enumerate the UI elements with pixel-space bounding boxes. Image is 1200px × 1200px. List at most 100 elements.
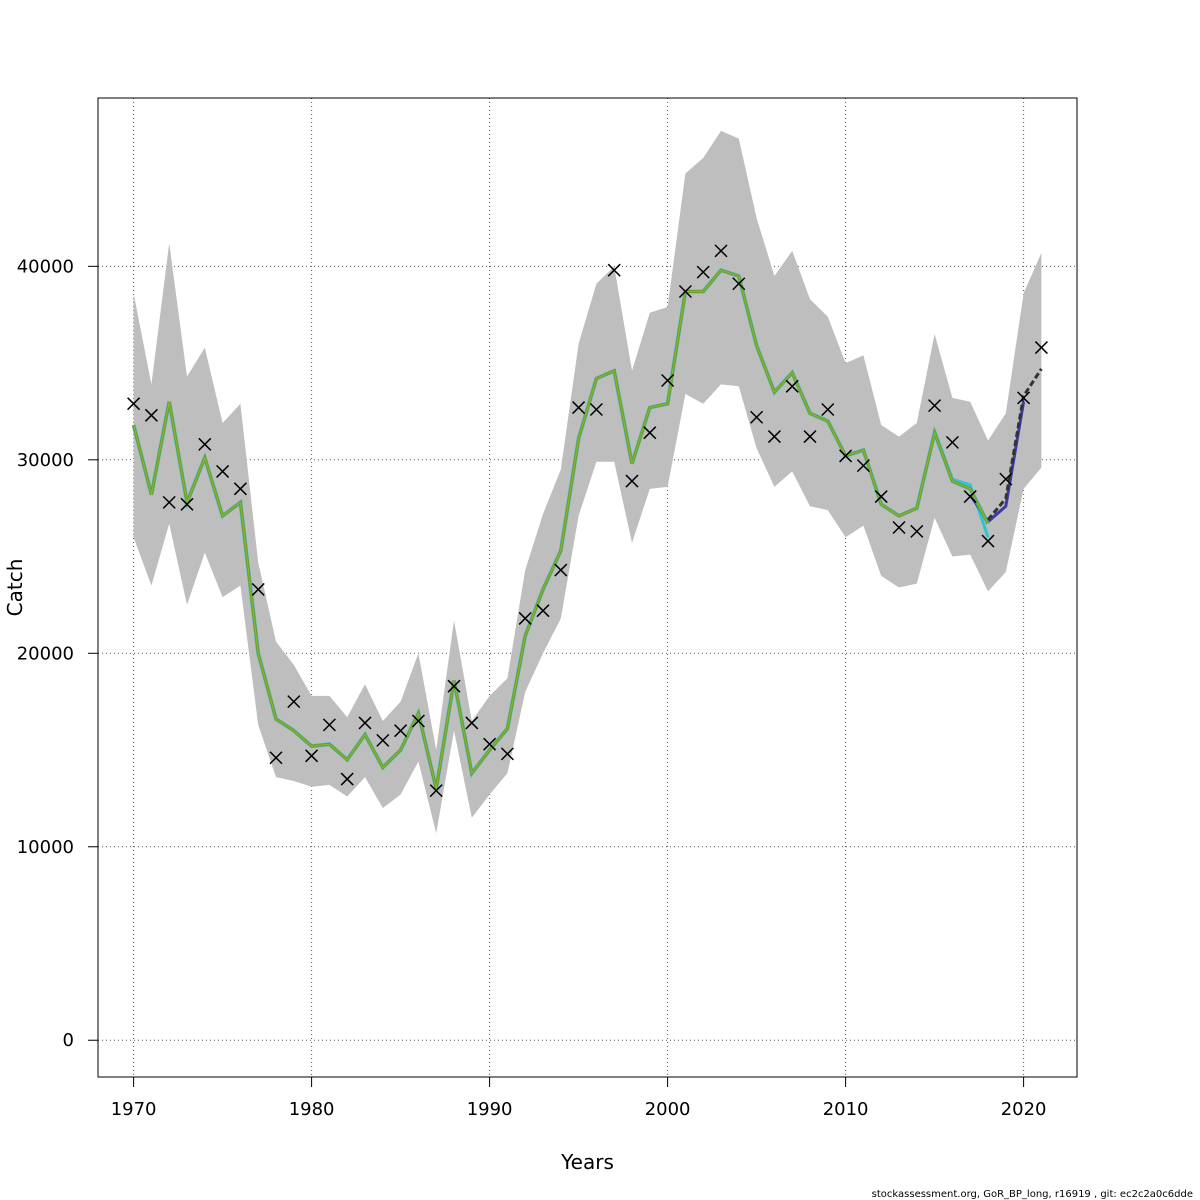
- observed-point-stroke: [322, 718, 336, 732]
- observed-point-stroke: [358, 716, 372, 730]
- observed-point-stroke: [910, 524, 924, 538]
- observed-point: [358, 716, 372, 730]
- observed-point-stroke: [1017, 391, 1031, 405]
- observed-point: [678, 284, 692, 299]
- observed-point: [322, 718, 336, 732]
- observed-point: [233, 482, 247, 496]
- observed-point-stroke: [500, 747, 514, 761]
- observed-point-stroke: [216, 464, 230, 478]
- y-tick-label: 20000: [17, 643, 74, 664]
- x-axis-title: Years: [560, 1150, 614, 1174]
- observed-point-stroke: [162, 495, 176, 509]
- observed-point-stroke: [376, 733, 390, 747]
- observed-point: [910, 524, 924, 538]
- observed-point: [465, 716, 479, 730]
- observed-point-stroke: [340, 772, 354, 786]
- observed-point-stroke: [251, 582, 265, 596]
- observed-point: [180, 497, 194, 511]
- observed-point: [767, 430, 781, 444]
- plot-frame: [97, 97, 1078, 1078]
- observed-point: [447, 679, 461, 693]
- observed-point-stroke: [429, 784, 443, 798]
- observed-point-stroke: [127, 397, 141, 411]
- observed-point-stroke: [696, 265, 710, 279]
- observed-point-stroke: [269, 751, 283, 765]
- observed-point: [127, 397, 141, 411]
- observed-point-stroke: [678, 284, 692, 299]
- observed-point-stroke: [305, 749, 319, 763]
- observed-point: [394, 724, 408, 738]
- observed-point: [216, 464, 230, 478]
- observed-point: [785, 379, 799, 393]
- confidence-band: [133, 130, 1042, 834]
- x-tick-label: 1980: [289, 1099, 335, 1120]
- observed-point: [856, 459, 870, 473]
- observed-point-stroke: [999, 472, 1013, 486]
- observed-point: [874, 490, 888, 504]
- footer-credit: stockassessment.org, GoR_BP_long, r16919…: [872, 1189, 1193, 1200]
- observed-point-stroke: [821, 402, 835, 417]
- observed-point: [981, 534, 995, 548]
- observed-point: [750, 410, 764, 424]
- observed-point: [536, 604, 550, 618]
- observed-point-stroke: [607, 263, 621, 277]
- observed-point: [305, 749, 319, 763]
- y-tick-label: 30000: [17, 450, 74, 471]
- observed-point: [144, 408, 158, 422]
- forecast-line: [986, 368, 1043, 521]
- observed-point-stroke: [198, 437, 212, 451]
- observed-point: [554, 563, 568, 577]
- observed-point: [198, 437, 212, 451]
- y-tick-label: 40000: [17, 256, 74, 277]
- observed-point-stroke: [856, 459, 870, 473]
- observed-point-stroke: [839, 449, 853, 463]
- observed-point: [643, 426, 657, 440]
- observed-point-stroke: [536, 604, 550, 618]
- observed-point: [589, 402, 603, 417]
- observed-point: [572, 401, 586, 415]
- x-tick-label: 2020: [1001, 1099, 1047, 1120]
- observed-point: [340, 772, 354, 786]
- observed-point-stroke: [874, 490, 888, 504]
- observed-points: [127, 244, 1048, 798]
- x-tick-label: 1970: [111, 1099, 157, 1120]
- observed-point: [963, 490, 977, 504]
- x-tick-label: 2000: [645, 1099, 691, 1120]
- x-tick-label: 1990: [467, 1099, 513, 1120]
- observed-point-stroke: [518, 611, 532, 625]
- observed-point: [945, 435, 959, 449]
- observed-point: [269, 751, 283, 765]
- observed-point-stroke: [287, 695, 301, 709]
- observed-point-stroke: [465, 716, 479, 730]
- observed-point: [607, 263, 621, 277]
- y-tick-label: 0: [63, 1030, 74, 1051]
- observed-point-stroke: [589, 402, 603, 417]
- observed-point: [1017, 391, 1031, 405]
- axes: 1970 1980 1990 2000 2010 2020 0 10000 20000 30000…: [17, 256, 1047, 1120]
- y-tick-label: 10000: [17, 837, 74, 858]
- observed-point-stroke: [447, 679, 461, 693]
- observed-point-stroke: [714, 244, 728, 258]
- observed-point-stroke: [945, 435, 959, 449]
- observed-point: [287, 695, 301, 709]
- observed-point: [518, 611, 532, 625]
- observed-point: [483, 737, 497, 751]
- observed-point-stroke: [732, 277, 746, 291]
- observed-point-stroke: [750, 410, 764, 424]
- observed-point: [696, 265, 710, 279]
- observed-point: [999, 472, 1013, 486]
- observed-point: [732, 277, 746, 291]
- y-axis-title: Catch: [3, 559, 27, 617]
- observed-point-stroke: [180, 497, 194, 511]
- observed-point: [839, 449, 853, 463]
- observed-point-stroke: [785, 379, 799, 393]
- observed-point-stroke: [233, 482, 247, 496]
- observed-point-stroke: [928, 399, 942, 413]
- observed-point-stroke: [981, 534, 995, 548]
- observed-point-stroke: [963, 490, 977, 504]
- observed-point-stroke: [892, 520, 906, 535]
- observed-point-stroke: [625, 474, 639, 488]
- x-tick-label: 2010: [823, 1099, 869, 1120]
- observed-point: [162, 495, 176, 509]
- observed-point-stroke: [643, 426, 657, 440]
